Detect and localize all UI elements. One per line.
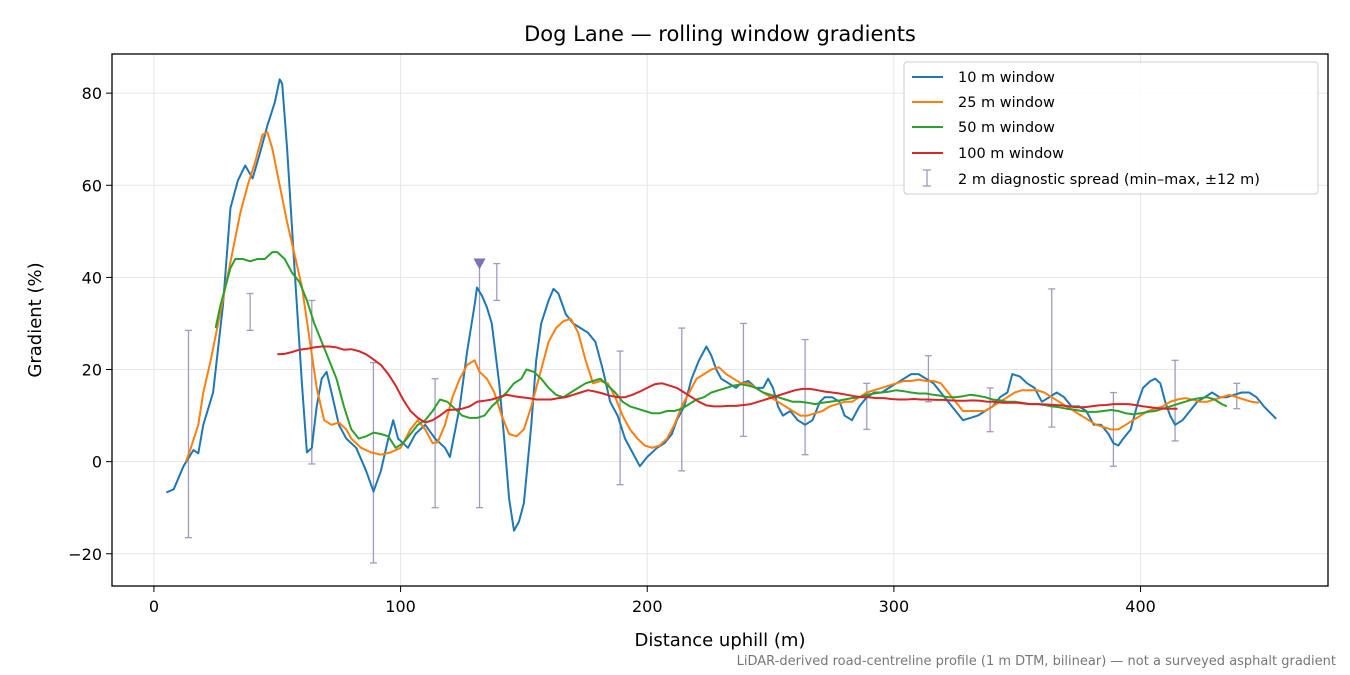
x-tick-label: 400	[1125, 597, 1156, 616]
diagnostic-bar	[1233, 382, 1241, 410]
series-line-3	[214, 251, 1228, 449]
diagnostic-bar	[863, 382, 871, 431]
diagnostic-bar	[986, 387, 994, 433]
diagnostic-bar	[308, 299, 316, 465]
x-tick-label: 0	[149, 597, 159, 616]
legend-swatch-diagnostic	[923, 169, 931, 187]
y-tick-label: 60	[82, 176, 102, 195]
legend-label-100m: 100 m window	[958, 146, 1064, 162]
footnote: LiDAR-derived road-centreline profile (1…	[737, 654, 1336, 669]
y-tick-label: 80	[82, 84, 102, 103]
diagnostic-bar	[801, 338, 809, 456]
y-tick-label: −20	[68, 545, 102, 564]
x-tick-label: 200	[632, 597, 663, 616]
diagnostic-bar	[616, 350, 624, 486]
y-axis-label: Gradient (%)	[25, 262, 46, 377]
series-line-1	[165, 78, 1277, 532]
diagnostic-bar	[678, 327, 686, 472]
diagnostic-bar	[184, 329, 192, 539]
legend-label-25m: 25 m window	[958, 95, 1055, 111]
diagnostic-bar	[493, 262, 501, 302]
diagnostic-error-bars	[184, 258, 1241, 564]
legend-label-diagnostic: 2 m diagnostic spread (min–max, ±12 m)	[958, 172, 1260, 188]
y-axis-ticks: −20 0 20 40 60 80	[68, 84, 112, 564]
x-tick-label: 100	[385, 597, 416, 616]
series-line-4	[277, 345, 1178, 424]
legend: 10 m window 25 m window 50 m window 100 …	[903, 61, 1319, 195]
diagnostic-bar	[476, 262, 484, 509]
series-line-2	[185, 131, 1260, 462]
y-tick-label: 20	[82, 361, 102, 380]
diagnostic-bar	[739, 322, 747, 437]
chart-title: Dog Lane — rolling window gradients	[524, 22, 916, 46]
x-axis-ticks: 0 100 200 300 400	[149, 586, 1156, 616]
diagnostic-marker	[473, 258, 486, 270]
legend-frame	[903, 61, 1319, 195]
legend-label-10m: 10 m window	[958, 70, 1055, 86]
x-tick-label: 300	[879, 597, 910, 616]
y-tick-label: 0	[92, 453, 102, 472]
gradient-series	[165, 78, 1277, 532]
diagnostic-bar	[369, 361, 377, 564]
diagnostic-bar	[246, 292, 254, 332]
x-axis-label: Distance uphill (m)	[635, 630, 806, 651]
plot-frame	[111, 53, 1329, 587]
legend-label-50m: 50 m window	[958, 120, 1055, 136]
y-tick-label: 40	[82, 268, 102, 287]
